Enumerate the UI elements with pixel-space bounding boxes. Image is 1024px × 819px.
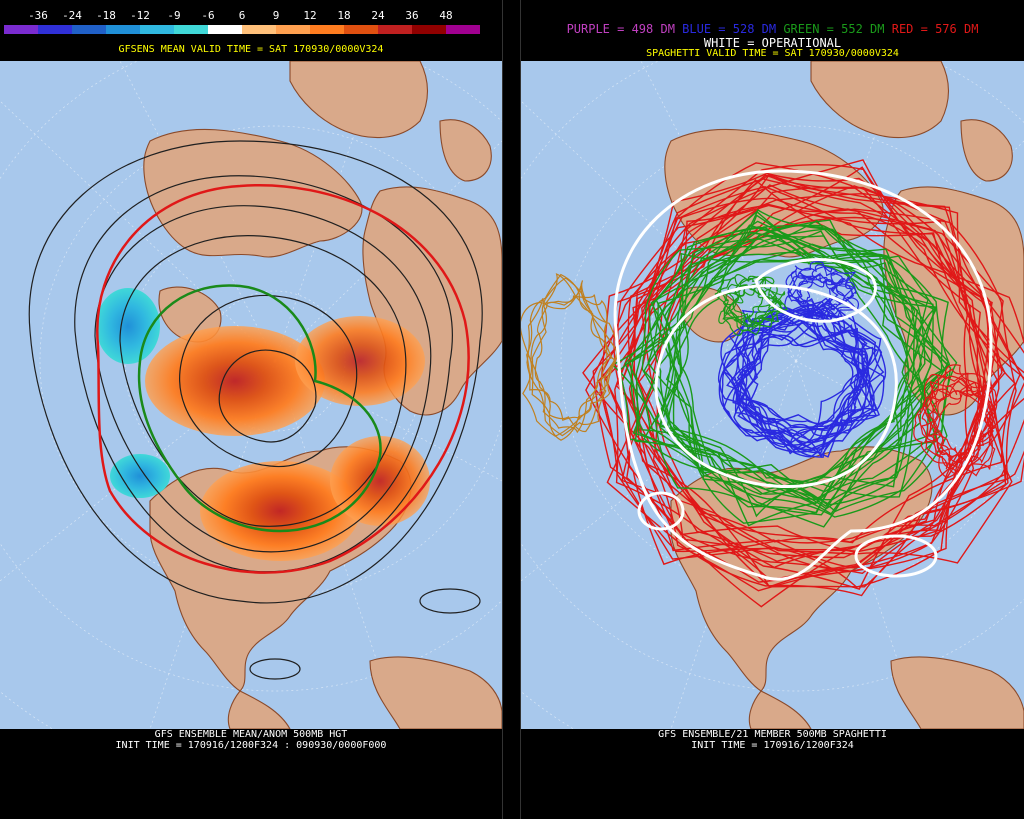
member-contour: [733, 324, 879, 437]
color-swatch: [106, 25, 140, 34]
member-contour: [621, 174, 1013, 564]
member-contour: [659, 238, 952, 510]
legend-purple: PURPLE = 498 DM: [566, 22, 675, 36]
ensemble-member-contours: [521, 159, 1024, 608]
anomaly-color-bar: [4, 25, 480, 34]
member-contour: [928, 368, 998, 463]
color-swatch: [72, 25, 106, 34]
spaghetti-panel: PURPLE = 498 DM BLUE = 528 DM GREEN = 55…: [521, 0, 1024, 819]
panel-divider: [502, 0, 521, 819]
member-contour: [728, 284, 788, 332]
color-scale-label: -9: [167, 9, 181, 22]
member-contour: [585, 185, 975, 573]
member-contour: [648, 226, 949, 491]
land-masses: [143, 61, 502, 729]
member-contour: [654, 231, 929, 516]
color-scale-label: 18: [337, 9, 351, 22]
legend-blue: BLUE = 528 DM: [682, 22, 777, 36]
color-scale-label: -18: [96, 9, 116, 22]
color-scale-labels: -36 -24 -18 -12 -9 -6 6 9 12 18 24 36 48: [0, 9, 502, 22]
color-swatch: [412, 25, 446, 34]
ensemble-mean-panel: -36 -24 -18 -12 -9 -6 6 9 12 18 24 36 48 GFSENS MEAN…: [0, 0, 502, 819]
color-scale-label: -24: [62, 9, 82, 22]
color-scale-label: 24: [371, 9, 385, 22]
member-contour: [604, 162, 991, 583]
color-swatch: [378, 25, 412, 34]
spaghetti-legend: PURPLE = 498 DM BLUE = 528 DM GREEN = 55…: [521, 22, 1024, 50]
operational-contours: [613, 169, 993, 581]
member-contour: [805, 276, 860, 325]
spaghetti-valid-time-title: SPAGHETTI VALID TIME = SAT 170930/0000V3…: [646, 48, 899, 59]
member-contour: [665, 224, 910, 528]
member-contour: [643, 219, 935, 498]
member-contour: [734, 311, 874, 450]
member-contour: [925, 372, 994, 458]
color-swatch: [276, 25, 310, 34]
color-scale-label: 9: [272, 9, 280, 22]
member-contour: [534, 273, 618, 434]
green-552-contour: [137, 284, 382, 533]
member-contour: [922, 388, 996, 479]
member-contour: [740, 297, 882, 438]
member-contour: [920, 375, 991, 470]
legend-green: GREEN = 552 DM: [783, 22, 885, 36]
color-swatch: [208, 25, 242, 34]
color-swatch: [38, 25, 72, 34]
member-contour: [614, 216, 1007, 581]
member-contour: [643, 243, 916, 524]
member-contour: [531, 277, 618, 433]
member-contour: [790, 270, 846, 312]
color-scale-label: -12: [130, 9, 150, 22]
red-576-contour: [96, 184, 470, 574]
member-contour: [615, 174, 1024, 588]
color-scale-label: 36: [405, 9, 419, 22]
color-swatch: [310, 25, 344, 34]
mean-footer-line2: INIT TIME = 170916/1200F324 : 090930/000…: [115, 740, 387, 751]
mean-footer-line1: GFS ENSEMBLE MEAN/ANOM 500MB HGT: [154, 729, 348, 740]
mean-valid-time-title: GFSENS MEAN VALID TIME = SAT 170930/0000…: [118, 44, 384, 55]
member-contour: [526, 273, 619, 422]
color-swatch: [242, 25, 276, 34]
member-contour: [932, 389, 994, 477]
member-contour: [592, 173, 989, 575]
color-swatch: [174, 25, 208, 34]
member-contour: [720, 307, 867, 432]
spaghetti-footer-line1: GFS ENSEMBLE/21 MEMBER 500MB SPAGHETTI: [658, 729, 887, 740]
color-swatch: [140, 25, 174, 34]
color-swatch: [344, 25, 378, 34]
member-contour: [597, 197, 1024, 553]
member-contour: [521, 294, 613, 437]
member-contour: [934, 381, 996, 475]
member-contour: [734, 314, 875, 458]
spaghetti-map: [521, 61, 1024, 729]
color-scale-label: 6: [238, 9, 246, 22]
member-contour: [729, 276, 775, 324]
ensemble-mean-map: [0, 61, 502, 729]
member-contour: [794, 274, 857, 323]
color-scale-label: 48: [439, 9, 453, 22]
height-contours: [28, 140, 483, 680]
spaghetti-footer-line2: INIT TIME = 170916/1200F324: [691, 740, 854, 751]
member-contour: [664, 251, 949, 515]
member-contour: [630, 228, 950, 518]
color-scale-label: -36: [28, 9, 48, 22]
member-contour: [739, 305, 868, 444]
color-swatch: [4, 25, 38, 34]
color-swatch: [446, 25, 480, 34]
color-scale-label: 12: [303, 9, 317, 22]
legend-white: WHITE = OPERATIONAL: [703, 36, 842, 50]
member-contour: [634, 230, 938, 527]
member-contour: [721, 307, 866, 451]
color-scale-label: -6: [201, 9, 215, 22]
member-contour: [921, 380, 988, 463]
legend-red: RED = 576 DM: [891, 22, 979, 36]
member-contour: [637, 204, 998, 551]
